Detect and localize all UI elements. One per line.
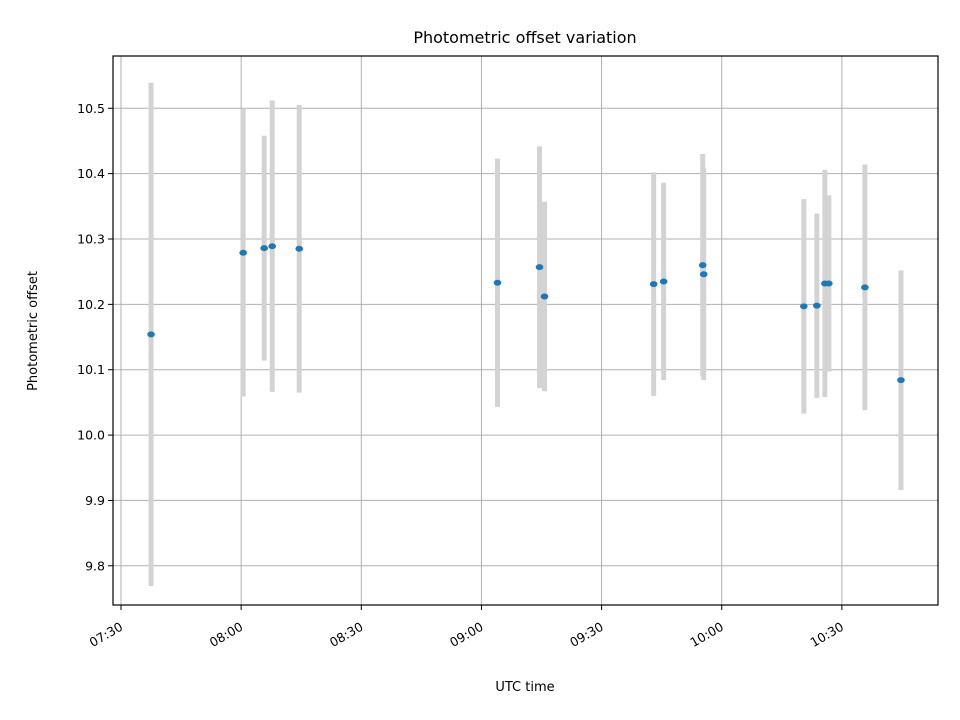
data-point — [699, 271, 708, 278]
grid-layer — [113, 56, 938, 605]
data-point — [649, 281, 658, 288]
x-axis-label: UTC time — [495, 680, 554, 695]
y-tick-label: 9.8 — [85, 558, 105, 573]
data-point — [800, 303, 808, 310]
data-point — [698, 262, 707, 269]
y-tick-label: 10.1 — [77, 362, 105, 377]
chart-title: Photometric offset variation — [413, 28, 636, 47]
y-tick-label: 10.3 — [77, 232, 105, 247]
data-point — [535, 264, 544, 271]
y-tick-label: 9.9 — [85, 493, 105, 508]
data-point — [493, 279, 502, 286]
data-point — [540, 293, 549, 300]
data-point — [897, 377, 905, 384]
data-point — [813, 302, 821, 309]
data-point — [825, 280, 833, 287]
data-point — [268, 243, 276, 250]
y-tick-label: 10.2 — [77, 297, 105, 312]
plot-frame — [112, 55, 939, 606]
data-point — [260, 245, 268, 252]
data-point — [861, 284, 869, 291]
data-point — [295, 245, 304, 252]
y-tick-label: 10.0 — [77, 428, 105, 443]
y-tick-label: 10.4 — [77, 166, 105, 181]
y-axis-label: Photometric offset — [26, 271, 41, 391]
y-tick-label: 10.5 — [77, 101, 105, 116]
data-point — [659, 278, 668, 285]
data-point — [239, 249, 247, 256]
data-point — [147, 331, 155, 338]
point-layer — [147, 243, 905, 384]
